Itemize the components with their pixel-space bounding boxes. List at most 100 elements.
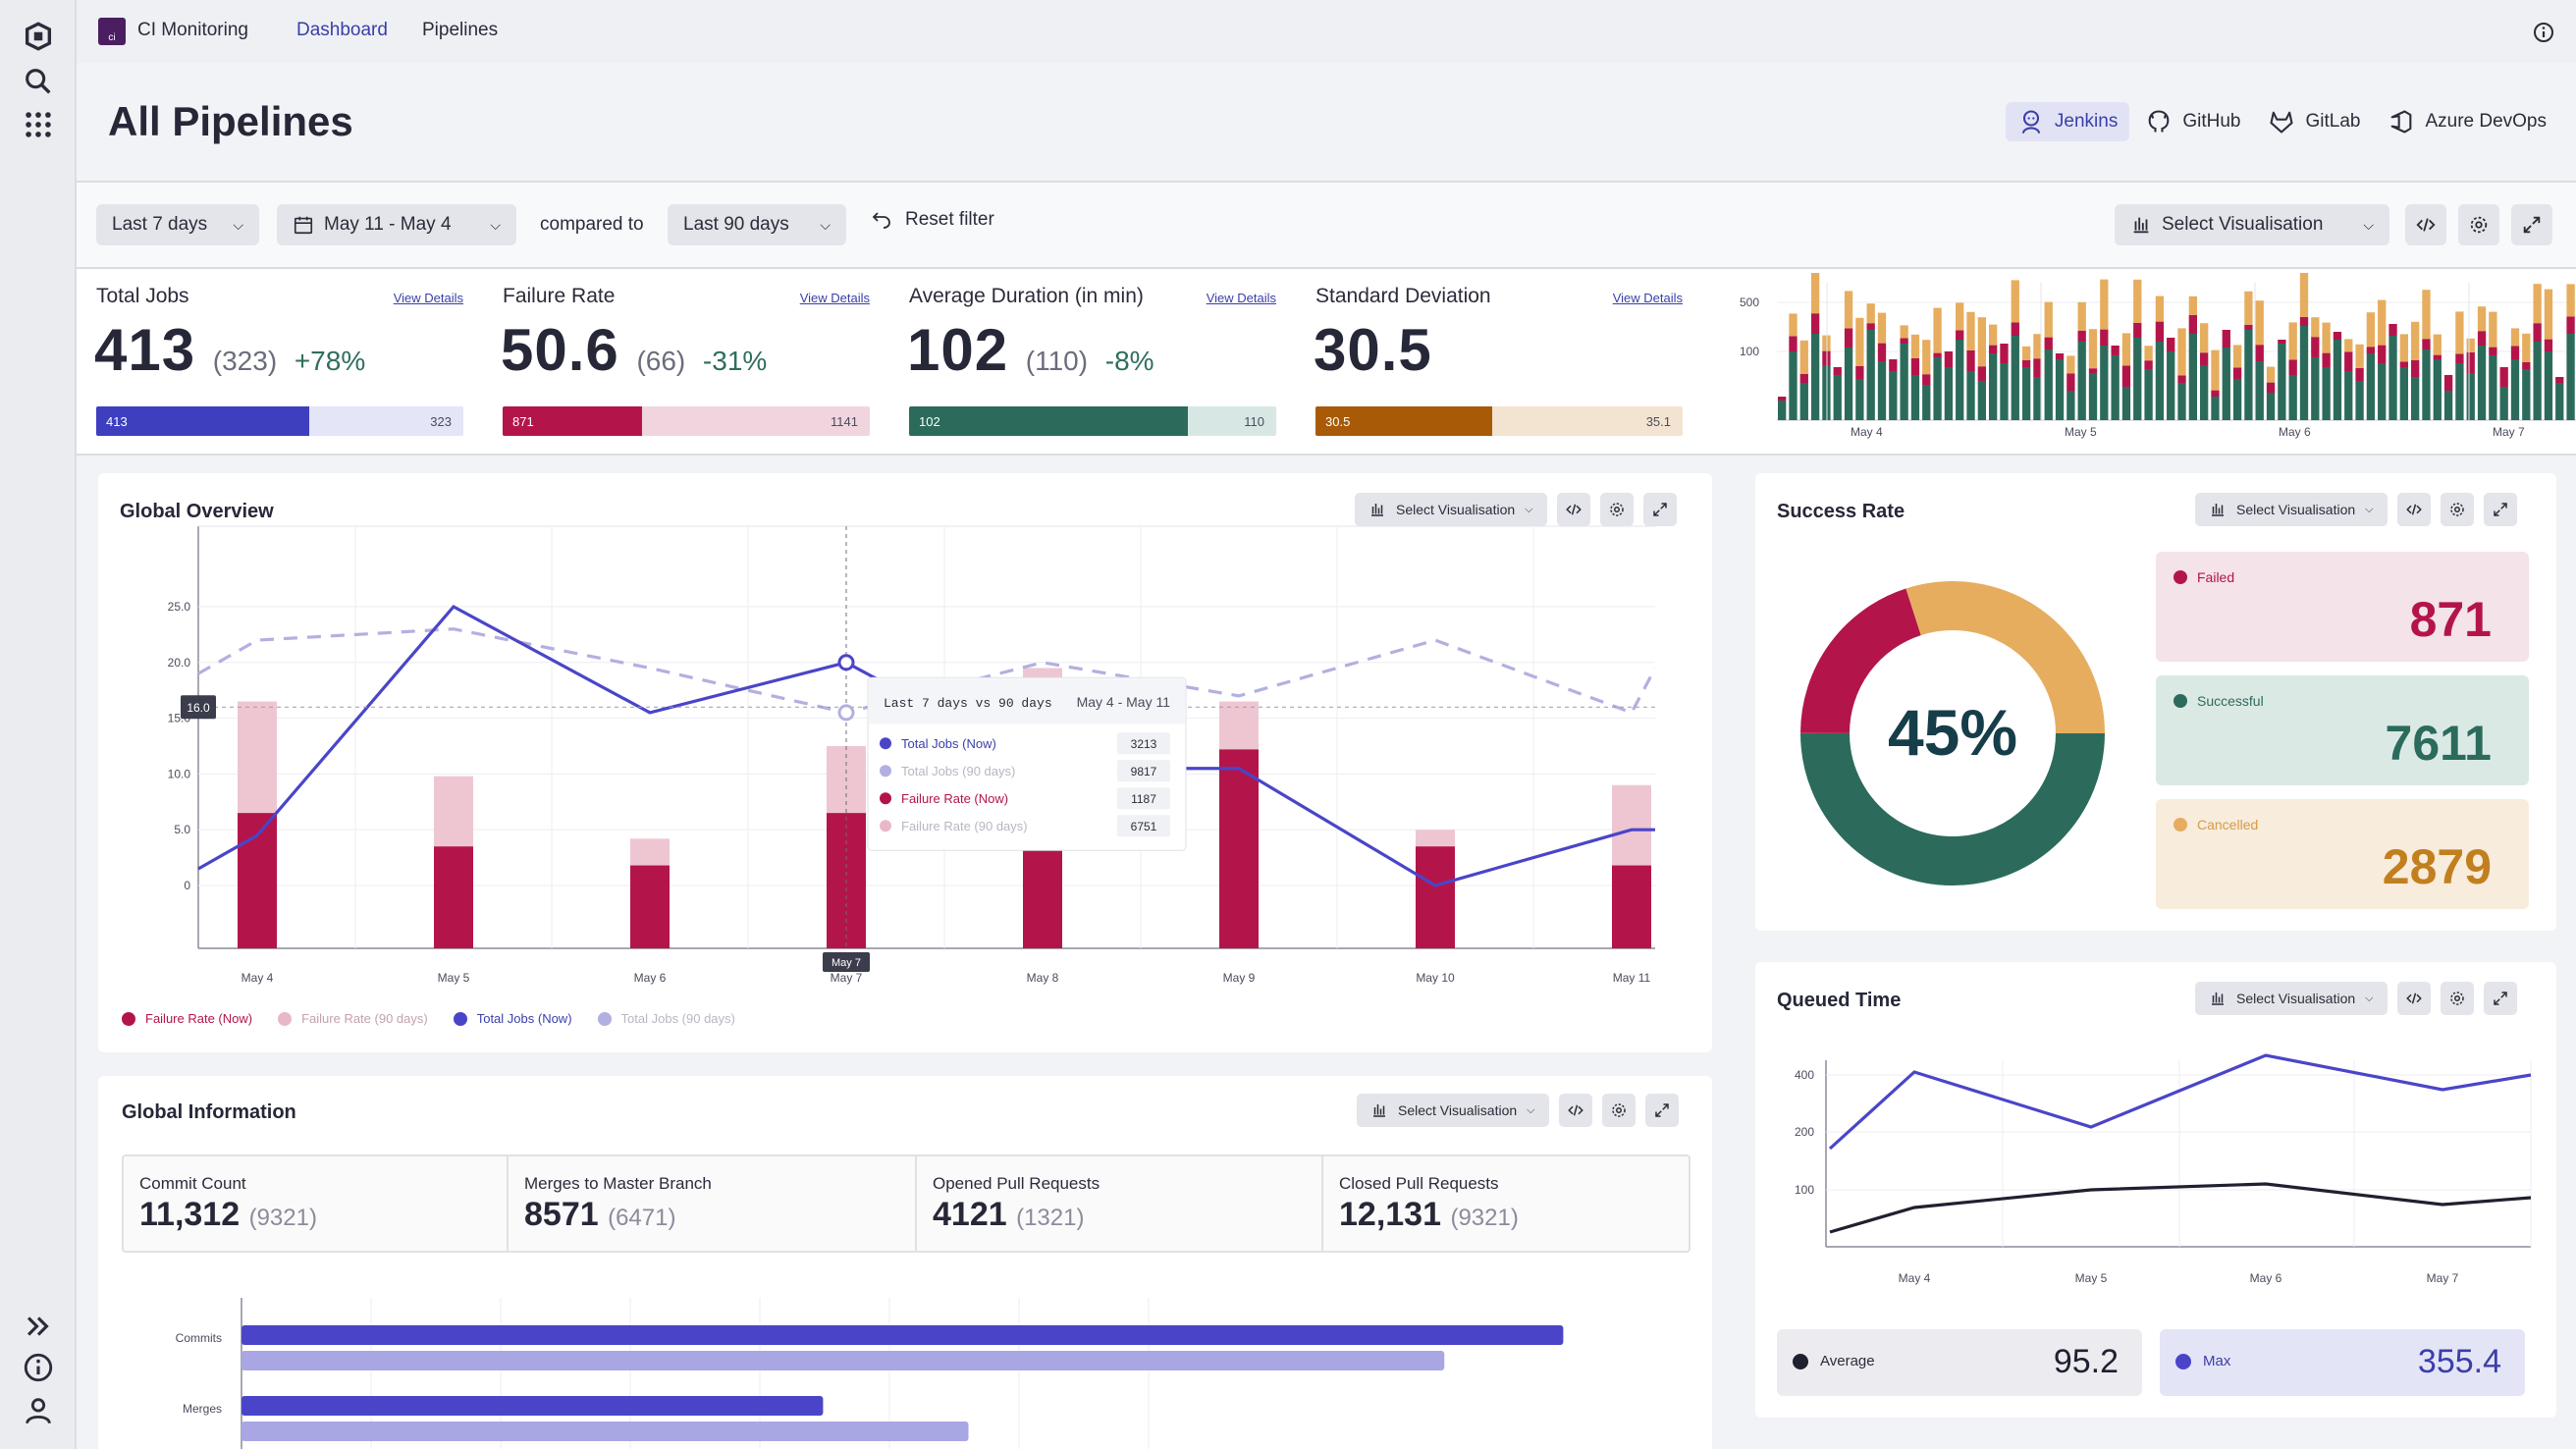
chevron-down-icon: ⌵ bbox=[490, 216, 501, 233]
info-icon[interactable] bbox=[22, 1351, 55, 1384]
embed-code-button[interactable] bbox=[2396, 493, 2431, 526]
embed-code-button[interactable] bbox=[2396, 982, 2431, 1015]
mini-bar-failed bbox=[2433, 354, 2442, 359]
ci-tool-azure-devops[interactable]: Azure DevOps bbox=[2376, 102, 2558, 141]
kpi-comparison-bar: 102 110 bbox=[909, 406, 1276, 436]
bar-category-label: Commits bbox=[176, 1331, 222, 1345]
mini-bar-failed bbox=[2255, 345, 2264, 361]
code-icon bbox=[2416, 218, 2436, 232]
kpi-previous-value: (323) bbox=[212, 346, 278, 376]
fullscreen-button[interactable] bbox=[2483, 982, 2517, 1015]
mini-bar-cancelled bbox=[2522, 333, 2531, 362]
help-button[interactable] bbox=[2527, 16, 2560, 49]
mini-bar-success bbox=[2533, 342, 2542, 420]
status-count-value: 7611 bbox=[2385, 716, 2492, 771]
select-visualisation-dropdown[interactable]: Select Visualisation ⌵ bbox=[2115, 204, 2389, 245]
ci-tool-jenkins[interactable]: Jenkins bbox=[2005, 102, 2130, 141]
mini-bar-success bbox=[2077, 342, 2086, 420]
tooltip-row-value: 9817 bbox=[1131, 765, 1157, 778]
x-tick-label: May 4 bbox=[242, 971, 274, 985]
embed-code-button[interactable] bbox=[1556, 493, 1590, 526]
range-dropdown[interactable]: Last 7 days ⌵ bbox=[96, 204, 259, 245]
select-visualisation-dropdown[interactable]: Select Visualisation ⌵ bbox=[1357, 1094, 1549, 1127]
kpi-card: Average Duration (in min) View Details 102… bbox=[889, 269, 1282, 456]
chevron-down-icon: ⌵ bbox=[233, 216, 243, 233]
apps-grid-icon[interactable] bbox=[22, 108, 55, 141]
status-count-cancelled: Cancelled 2879 bbox=[2156, 799, 2529, 909]
ci-tool-label: Jenkins bbox=[2054, 111, 2119, 132]
mini-bar-cancelled bbox=[1855, 317, 1864, 366]
range-dropdown-value: Last 7 days bbox=[112, 214, 208, 235]
page-title: All Pipelines bbox=[108, 98, 353, 144]
gear-icon bbox=[2449, 992, 2464, 1005]
settings-button[interactable] bbox=[2440, 493, 2474, 526]
user-icon[interactable] bbox=[22, 1394, 55, 1427]
mini-bar-failed bbox=[2155, 321, 2165, 342]
view-details-link[interactable]: View Details bbox=[1612, 291, 1683, 305]
compare-range-dropdown[interactable]: Last 90 days ⌵ bbox=[668, 204, 846, 245]
legend-item[interactable]: Failure Rate (90 days) bbox=[278, 1011, 428, 1026]
settings-button[interactable] bbox=[2440, 982, 2474, 1015]
legend-item[interactable]: Total Jobs (90 days) bbox=[597, 1011, 735, 1026]
select-visualisation-dropdown[interactable]: Select Visualisation ⌵ bbox=[2195, 982, 2388, 1015]
mini-bar-success bbox=[2366, 353, 2376, 420]
view-details-link[interactable]: View Details bbox=[1206, 291, 1276, 305]
mini-bar-failed bbox=[2388, 324, 2397, 336]
legend-item[interactable]: Failure Rate (Now) bbox=[122, 1011, 252, 1026]
ci-tool-gitlab[interactable]: GitLab bbox=[2256, 102, 2372, 141]
mini-bar-success bbox=[2155, 342, 2165, 420]
mini-bar-cancelled bbox=[1789, 313, 1798, 337]
mini-bar-success bbox=[1810, 334, 1820, 420]
filter-bar: Last 7 days ⌵ May 11 - May 4 ⌵ compared … bbox=[77, 183, 2576, 269]
embed-code-button[interactable] bbox=[1558, 1094, 1592, 1127]
app-logo-icon[interactable] bbox=[22, 20, 55, 53]
nav-dashboard[interactable]: Dashboard bbox=[296, 20, 388, 40]
reset-filter-button[interactable]: Reset filter bbox=[870, 208, 994, 232]
mini-x-tick: May 7 bbox=[2493, 425, 2525, 439]
mini-bar-cancelled bbox=[2133, 279, 2142, 323]
mini-bar-failed bbox=[1966, 349, 1975, 371]
mini-bar-success bbox=[1933, 357, 1942, 420]
mini-bar-failed bbox=[1933, 352, 1942, 357]
settings-button[interactable] bbox=[2458, 204, 2499, 245]
tooltip-row-dot bbox=[880, 737, 891, 750]
kpi-bar-now-value: 413 bbox=[106, 413, 128, 429]
expand-arrows-icon bbox=[2493, 992, 2507, 1005]
mini-bar-success bbox=[2021, 367, 2031, 420]
fullscreen-button[interactable] bbox=[1642, 493, 1677, 526]
mini-bar-failed bbox=[2100, 329, 2109, 346]
settings-button[interactable] bbox=[1601, 1094, 1636, 1127]
metric-label: Opened Pull Requests bbox=[933, 1174, 1100, 1193]
status-label-row: Cancelled bbox=[2174, 817, 2258, 832]
status-dot bbox=[2174, 570, 2187, 584]
legend-item[interactable]: Total Jobs (Now) bbox=[453, 1011, 572, 1026]
mini-bar-cancelled bbox=[2322, 322, 2331, 353]
hover-point-90-days bbox=[837, 704, 855, 722]
select-visualisation-dropdown[interactable]: Select Visualisation ⌵ bbox=[1355, 493, 1547, 526]
embed-code-button[interactable] bbox=[2405, 204, 2446, 245]
mini-bar-success bbox=[2033, 377, 2042, 420]
nav-pipelines[interactable]: Pipelines bbox=[422, 20, 499, 40]
mini-bar-failed bbox=[1956, 330, 1964, 340]
search-icon[interactable] bbox=[22, 65, 55, 98]
expand-icon[interactable] bbox=[22, 1310, 55, 1343]
mini-bar-failed bbox=[1799, 373, 1808, 383]
fullscreen-button[interactable] bbox=[2511, 204, 2552, 245]
mini-bar-cancelled bbox=[2344, 339, 2353, 352]
chevron-down-icon: ⌵ bbox=[2365, 992, 2374, 1004]
view-details-link[interactable]: View Details bbox=[393, 291, 463, 305]
date-range-picker[interactable]: May 11 - May 4 ⌵ bbox=[277, 204, 516, 245]
mini-bar-success bbox=[2399, 367, 2408, 420]
ci-tool-github[interactable]: GitHub bbox=[2133, 102, 2252, 141]
mini-bar-failed bbox=[1844, 328, 1853, 348]
fullscreen-button[interactable] bbox=[2483, 493, 2517, 526]
bar-failure-rate-now bbox=[1219, 749, 1259, 948]
fullscreen-button[interactable] bbox=[1644, 1094, 1679, 1127]
mini-bar-cancelled bbox=[2477, 306, 2487, 332]
app-name: CI Monitoring bbox=[137, 20, 248, 40]
settings-button[interactable] bbox=[1599, 493, 1634, 526]
view-details-link[interactable]: View Details bbox=[799, 291, 870, 305]
jenkins-icon bbox=[2021, 110, 2041, 134]
kpi-value-row: 102 (110) -8% bbox=[907, 316, 1154, 384]
select-visualisation-dropdown[interactable]: Select Visualisation ⌵ bbox=[2195, 493, 2388, 526]
